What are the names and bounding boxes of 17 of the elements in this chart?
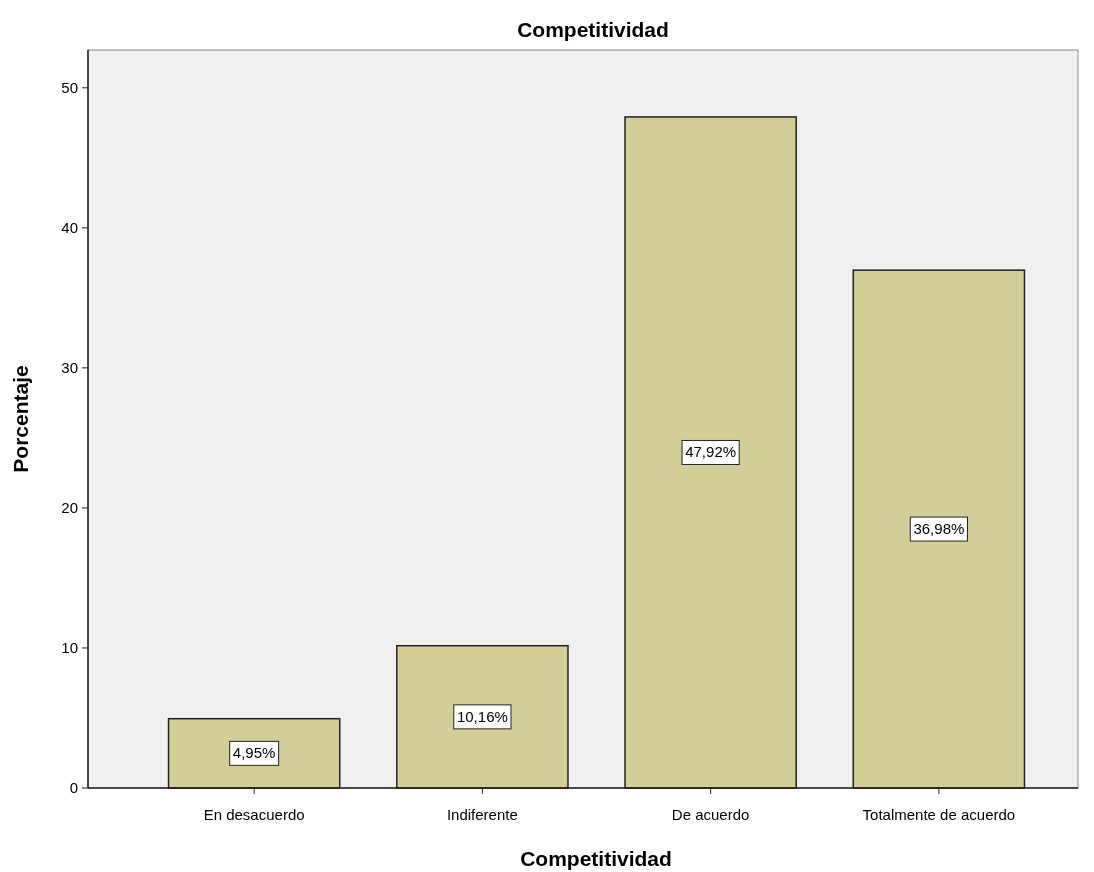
data-label: 47,92%: [685, 443, 737, 461]
x-tick-label: Indiferente: [446, 806, 518, 823]
x-tick-label: Totalmente de acuerdo: [862, 806, 1016, 823]
x-axis-title: Competitividad: [520, 847, 672, 870]
chart-title: Competitividad: [517, 18, 669, 41]
x-tick-label: En desacuerdo: [203, 806, 305, 823]
data-label: 36,98%: [913, 520, 965, 538]
y-axis-title: Porcentaje: [9, 365, 32, 473]
y-tick-label: 10: [61, 638, 78, 656]
data-label: 10,16%: [456, 707, 508, 725]
y-tick-label: 0: [69, 779, 78, 796]
y-tick-label: 20: [61, 498, 78, 516]
x-tick-label: De acuerdo: [671, 806, 750, 823]
y-tick-label: 30: [61, 358, 78, 376]
y-tick-label: 40: [61, 218, 78, 236]
y-tick-label: 50: [61, 78, 78, 96]
data-label: 4,95%: [232, 744, 276, 762]
